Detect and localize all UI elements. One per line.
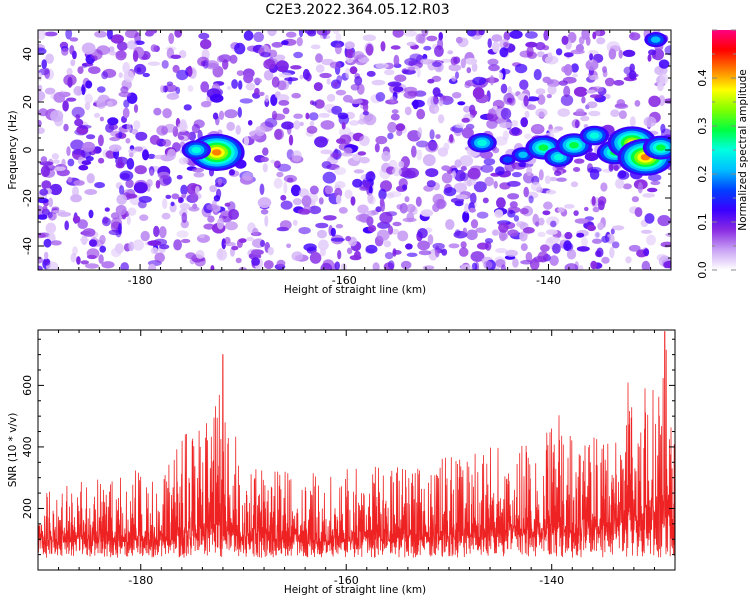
colorbar-tick-label: 0.4 <box>696 69 709 87</box>
x-tick-label: -140 <box>536 274 561 287</box>
y-tick-label: 200 <box>21 498 34 519</box>
colorbar-tick-label: 0.1 <box>696 213 709 231</box>
colorbar-gradient <box>712 30 736 270</box>
snr-frame <box>37 329 676 571</box>
colorbar-label: Normalized spectral amplitude <box>737 69 749 230</box>
snr-xlabel: Height of straight line (km) <box>284 584 426 596</box>
y-tick-label: -20 <box>21 189 34 207</box>
hotspot <box>467 133 497 153</box>
chart-title: C2E3.2022.364.05.12.R03 <box>265 2 450 18</box>
spectrogram-panel: -180 -160 -140 -40 -20 0 20 40 Height of straig… <box>7 29 672 296</box>
spectrogram-xlabel: Height of straight line (km) <box>284 284 426 296</box>
hotspot <box>181 140 211 160</box>
colorbar: 0.0 0.1 0.2 0.3 0.4 Normalized spectral ampl… <box>696 29 749 279</box>
snr-panel: -180 -160 -140 200 400 600 Height of straight… <box>7 329 676 596</box>
hotspot <box>579 125 610 146</box>
x-tick-label: -160 <box>332 274 357 287</box>
colorbar-tick-label: 0.0 <box>696 261 709 279</box>
y-tick-label: 40 <box>21 47 34 61</box>
spectrogram-texture <box>38 30 671 270</box>
snr-line <box>38 331 675 558</box>
y-tick-label: 400 <box>21 436 34 457</box>
x-tick-label: -140 <box>539 574 564 587</box>
x-tick-label: -160 <box>334 574 359 587</box>
hotspot <box>499 154 516 166</box>
y-tick-label: 20 <box>21 95 34 109</box>
colorbar-tick-label: 0.2 <box>696 165 709 183</box>
snr-series <box>38 331 675 558</box>
x-tick-label: -180 <box>128 274 153 287</box>
y-tick-label: 0 <box>21 147 34 154</box>
hotspot <box>642 135 671 160</box>
spectrogram-ylabel: Frequency (Hz) <box>7 110 19 189</box>
snr-ylabel: SNR (10 * v/v) <box>7 413 19 488</box>
y-tick-label: 600 <box>21 375 34 396</box>
spectrogram-axes: -180 -160 -140 -40 -20 0 20 40 <box>21 29 672 287</box>
hotspot <box>644 31 668 48</box>
y-tick-label: -40 <box>21 237 34 255</box>
colorbar-tick-label: 0.3 <box>696 117 709 135</box>
x-tick-label: -180 <box>128 574 153 587</box>
